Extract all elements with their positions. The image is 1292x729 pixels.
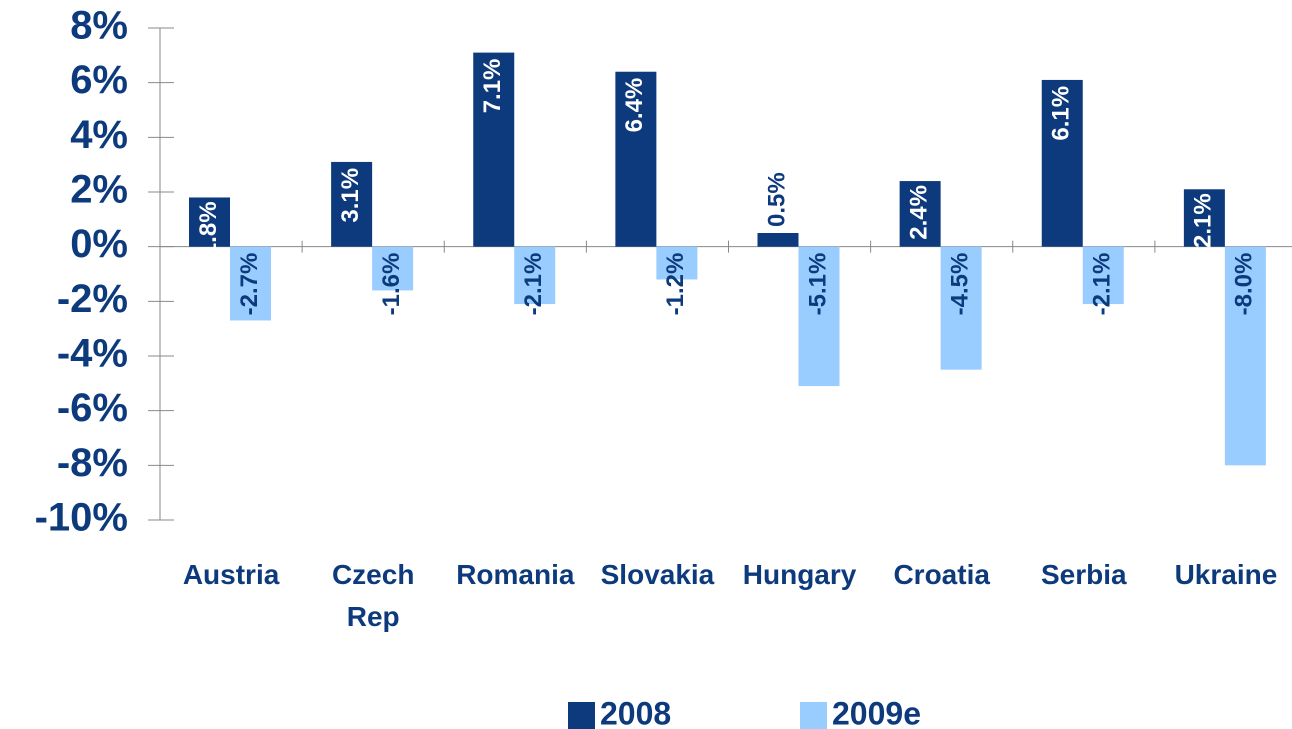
bar <box>1183 189 1225 247</box>
legend-label: 2008 <box>600 695 671 729</box>
bar <box>1082 246 1124 305</box>
y-tick-label: 8% <box>70 4 128 48</box>
data-label: -2.1% <box>1089 253 1116 316</box>
x-tick-label: Czech Rep <box>331 559 415 632</box>
bar <box>656 246 698 280</box>
bar <box>230 246 271 321</box>
y-tick-label: -4% <box>57 332 128 376</box>
bar <box>331 161 373 247</box>
y-tick-label: 4% <box>70 113 128 157</box>
y-tick-label: 2% <box>70 168 128 212</box>
bar <box>473 52 515 247</box>
data-label: -1.6% <box>378 253 405 316</box>
data-label: 2.4% <box>905 185 932 240</box>
x-tick-label: Ukraine <box>1174 559 1278 590</box>
y-tick-label: 0% <box>70 222 128 266</box>
data-label: 1.8% <box>195 201 222 256</box>
bar <box>615 71 657 247</box>
bar <box>899 181 941 247</box>
legend-label: 2009e <box>832 695 921 729</box>
bar <box>940 246 982 370</box>
x-tick-label: Croatia <box>893 559 990 590</box>
y-tick-label: -6% <box>57 386 128 430</box>
legend-swatch <box>800 702 827 729</box>
bar <box>1224 246 1266 466</box>
bar <box>189 197 230 247</box>
x-tick-label: Hungary <box>742 559 857 590</box>
bar <box>757 233 799 247</box>
y-tick-label: -8% <box>57 441 128 485</box>
bar <box>372 246 414 291</box>
bar <box>798 246 840 387</box>
data-label: -1.2% <box>662 253 689 316</box>
data-label: 6.1% <box>1048 86 1075 141</box>
data-label: -2.1% <box>520 253 547 316</box>
data-label: 6.4% <box>621 78 648 133</box>
bar <box>514 246 556 305</box>
y-tick-label: -2% <box>57 277 128 321</box>
data-label: 2.1% <box>1190 193 1217 248</box>
data-label: -2.7% <box>236 253 263 316</box>
data-label: 7.1% <box>479 59 506 114</box>
x-tick-label: Romania <box>456 559 575 590</box>
data-label: -8.0% <box>1231 253 1258 316</box>
x-tick-label: Austria <box>182 559 280 590</box>
data-label: -4.5% <box>946 253 973 316</box>
legend-swatch <box>568 702 595 729</box>
y-tick-label: -10% <box>35 496 128 540</box>
data-label: -5.1% <box>804 253 831 316</box>
x-tick-label: Serbia <box>1041 559 1127 590</box>
x-tick-label: Slovakia <box>600 559 715 590</box>
bar <box>1041 79 1083 247</box>
data-label: 3.1% <box>337 168 364 223</box>
data-label: 0.5% <box>763 172 790 227</box>
y-tick-label: 6% <box>70 58 128 102</box>
